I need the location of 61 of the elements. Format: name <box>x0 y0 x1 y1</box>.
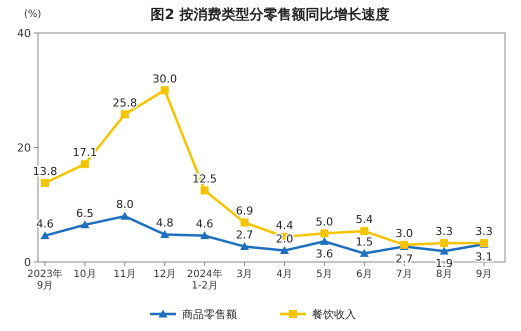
point <box>120 110 129 118</box>
data-label: 13.8 <box>32 164 58 178</box>
point <box>440 246 449 255</box>
data-label: 8.0 <box>116 198 134 212</box>
x-tick-label: 5月 <box>316 269 333 280</box>
x-tick-label: 9月 <box>476 269 492 280</box>
x-tick-label: 10月 <box>74 269 96 280</box>
y-tick-label: 40 <box>17 27 31 40</box>
data-label: 30.0 <box>152 72 177 86</box>
point <box>41 178 49 187</box>
y-tick-label: 20 <box>17 142 31 154</box>
data-label: 4.6 <box>196 218 214 231</box>
x-tick-label: 2024年 1-2月 <box>186 268 222 292</box>
x-tick-label: 7月 <box>396 269 412 280</box>
chart-title: 图2 按消费类型分零售额同比增长速度 <box>150 6 390 23</box>
data-label: 25.8 <box>112 96 138 110</box>
legend-label: 餐饮收入 <box>312 308 356 321</box>
x-tick-label: 3月 <box>236 269 253 280</box>
data-label: 4.4 <box>276 218 294 232</box>
point <box>80 220 90 228</box>
point <box>200 186 209 194</box>
point <box>320 229 328 238</box>
point <box>80 160 89 168</box>
data-label: 3.1 <box>475 250 493 264</box>
data-label: 4.8 <box>156 216 174 230</box>
point <box>160 230 170 238</box>
point <box>320 236 329 245</box>
y-tick-label: 0 <box>24 256 31 269</box>
x-tick-label: 12月 <box>153 269 176 280</box>
data-label: 3.6 <box>316 247 334 260</box>
data-label: 3.3 <box>435 225 453 238</box>
data-label: 6.5 <box>76 206 94 220</box>
point <box>360 227 368 236</box>
data-label: 2.7 <box>236 228 254 242</box>
point <box>200 231 210 240</box>
data-label: 5.0 <box>316 215 334 228</box>
legend: 商品零售额 <box>150 308 237 321</box>
point <box>120 212 130 220</box>
data-label: 4.6 <box>36 218 54 231</box>
data-label: 1.9 <box>435 257 453 270</box>
x-tick-label: 11月 <box>113 269 136 280</box>
legend-label: 商品零售额 <box>182 308 237 321</box>
point <box>40 231 50 240</box>
point <box>160 86 169 94</box>
legend: 餐饮收入 <box>280 308 356 321</box>
x-tick-label: 8月 <box>436 269 452 280</box>
point <box>240 242 250 250</box>
data-label: 3.0 <box>395 226 413 240</box>
x-tick-label: 2023年 9月 <box>27 268 63 292</box>
x-tick-label: 4月 <box>276 269 293 280</box>
point <box>280 246 289 254</box>
data-label: 1.5 <box>356 235 374 248</box>
point <box>240 218 249 226</box>
data-label: 5.4 <box>356 213 374 226</box>
data-label: 6.9 <box>236 204 254 218</box>
point <box>360 248 369 257</box>
data-label: 3.3 <box>475 225 493 238</box>
x-tick-label: 6月 <box>356 269 373 280</box>
data-label: 2.7 <box>395 252 413 266</box>
point <box>440 239 448 248</box>
y-axis-title: (%) <box>24 9 42 20</box>
